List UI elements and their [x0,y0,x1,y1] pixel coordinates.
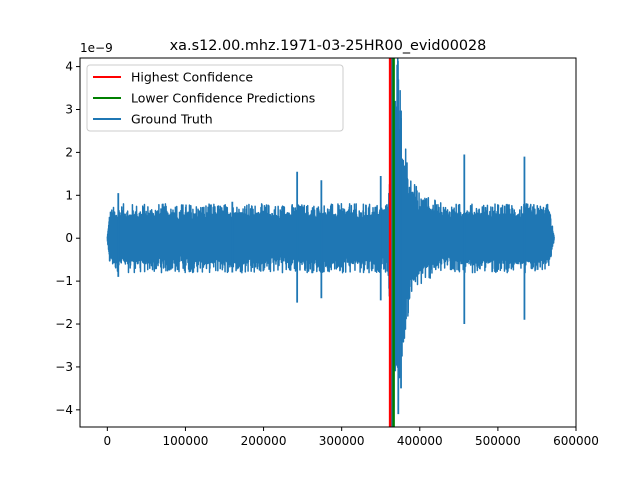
chart-title: xa.s12.00.mhz.1971-03-25HR00_evid00028 [170,38,487,54]
x-tick-label: 400000 [397,434,443,448]
y-tick-label: −1 [55,274,73,288]
x-tick-label: 0 [104,434,112,448]
axes: 0 100000 200000 300000 400000 500000 600000 −4 −… [55,57,599,448]
legend: Highest Confidence Lower Confidence Predi… [86,64,344,132]
legend-label: Highest Confidence [131,70,253,85]
plot-frame [79,57,577,428]
x-tick-label: 100000 [163,434,209,448]
x-tick-label: 200000 [241,434,287,448]
y-axis-offset-label: 1e−9 [80,41,113,55]
x-tick-label: 500000 [475,434,521,448]
y-tick-label: −4 [55,403,73,417]
ground-truth-waveform [106,58,555,409]
y-tick-label: 4 [65,60,73,74]
y-tick-label: 1 [65,188,73,202]
x-tick-label: 600000 [553,434,599,448]
y-tick-label: 2 [65,145,73,159]
y-tick-label: 0 [65,231,73,245]
y-tick-label: −2 [55,317,73,331]
legend-box [86,64,344,132]
legend-label: Lower Confidence Predictions [131,91,315,106]
y-tick-label: −3 [55,360,73,374]
prediction-lines [388,58,395,427]
x-tick-label: 300000 [319,434,365,448]
y-tick-label: 3 [65,102,73,116]
legend-label: Ground Truth [131,112,213,127]
